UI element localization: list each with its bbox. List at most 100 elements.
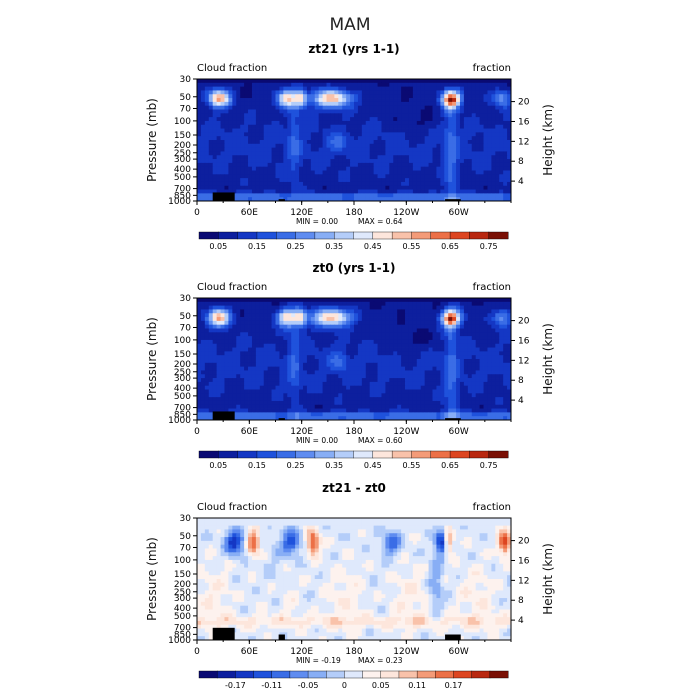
heatmap-cell <box>322 162 327 168</box>
heatmap-cell <box>373 313 378 318</box>
heatmap-cell <box>322 370 327 375</box>
max-value: MAX = 0.64 <box>358 217 403 226</box>
heatmap-cell <box>232 181 237 187</box>
heatmap-cell <box>314 366 320 371</box>
heatmap-cell <box>338 305 343 310</box>
heatmap-cell <box>381 170 386 175</box>
heatmap-cell <box>377 86 382 91</box>
heatmap-cell <box>436 381 441 387</box>
heatmap-cell <box>326 128 331 133</box>
heatmap-cell <box>204 105 210 110</box>
heatmap-cell <box>287 101 292 107</box>
heatmap-cell <box>232 336 237 341</box>
heatmap-cell <box>220 370 225 375</box>
heatmap-cell <box>259 162 265 168</box>
heatmap-cell <box>369 86 375 91</box>
heatmap-cell <box>204 94 210 99</box>
heatmap-cell <box>357 185 363 190</box>
heatmap-cell <box>499 128 504 133</box>
heatmap-cell <box>463 389 469 394</box>
heatmap-cell <box>405 147 410 152</box>
heatmap-cell <box>248 301 253 307</box>
heatmap-cell <box>459 362 465 368</box>
heatmap-cell <box>342 170 347 175</box>
heatmap-cell <box>275 79 280 84</box>
heatmap-cell <box>216 181 221 187</box>
heatmap-cell <box>338 170 343 175</box>
heatmap-cell <box>471 378 477 383</box>
heatmap-cell <box>381 400 386 406</box>
heatmap-cell <box>463 159 469 164</box>
heatmap-cell <box>228 113 233 118</box>
heatmap-cell <box>248 389 253 394</box>
heatmap-cell <box>216 105 221 110</box>
heatmap-cell <box>251 389 257 394</box>
heatmap-cell <box>255 320 261 326</box>
heatmap-cell <box>475 181 481 187</box>
heatmap-cell <box>197 381 202 387</box>
heatmap-cell <box>291 136 296 141</box>
heatmap-cell <box>444 189 449 194</box>
heatmap-cell <box>326 147 331 152</box>
heatmap-cell <box>499 101 504 107</box>
heatmap-cell <box>204 170 210 175</box>
heatmap-cell <box>275 305 280 310</box>
heatmap-cell <box>275 374 280 379</box>
heatmap-cell <box>220 101 225 107</box>
heatmap-cell <box>456 136 461 141</box>
heatmap-cell <box>287 124 292 129</box>
heatmap-cell <box>255 174 261 179</box>
heatmap-cell <box>279 328 284 333</box>
heatmap-cell <box>322 185 327 190</box>
heatmap-cell <box>232 339 237 345</box>
heatmap-cell <box>287 189 292 194</box>
heatmap-cell <box>302 309 308 314</box>
heatmap-cell <box>200 385 206 390</box>
heatmap-cell <box>405 170 410 175</box>
heatmap-cell <box>208 105 214 110</box>
heatmap-cell <box>424 317 429 322</box>
heatmap-cell <box>463 328 469 333</box>
heatmap-cell <box>436 155 441 160</box>
heatmap-cell <box>236 378 241 383</box>
heatmap-cell <box>479 117 484 122</box>
heatmap-cell <box>302 128 308 133</box>
heatmap-cell <box>377 124 382 129</box>
heatmap-cell <box>436 370 441 375</box>
heatmap-cell <box>338 320 343 326</box>
heatmap-cell <box>381 370 386 375</box>
heatmap-cell <box>322 339 327 345</box>
heatmap-cell <box>330 343 335 348</box>
heatmap-cell <box>232 378 237 383</box>
heatmap-cell <box>338 298 343 303</box>
heatmap-cell <box>236 313 241 318</box>
heatmap-cell <box>381 397 386 402</box>
heatmap-cell <box>287 162 292 168</box>
heatmap-cell <box>259 79 265 84</box>
heatmap-cell <box>444 393 449 398</box>
heatmap-cell <box>236 381 241 387</box>
heatmap-cell <box>224 313 229 318</box>
heatmap-cell <box>228 159 233 164</box>
heatmap-cell <box>318 366 324 371</box>
heatmap-cell <box>416 117 422 122</box>
heatmap-cell <box>448 339 453 345</box>
heatmap-cell <box>479 301 484 307</box>
heatmap-cell <box>279 174 284 179</box>
heatmap-cell <box>208 298 214 303</box>
heatmap-cell <box>495 159 500 164</box>
heatmap-cell <box>197 408 202 413</box>
heatmap-cell <box>224 166 229 171</box>
heatmap-cell <box>428 378 433 383</box>
heatmap-cell <box>405 120 410 126</box>
heatmap-cell <box>314 120 320 126</box>
heatmap-cell <box>306 178 312 183</box>
heatmap-cell <box>456 155 461 160</box>
heatmap-cell <box>208 324 214 329</box>
heatmap-cell <box>483 159 488 164</box>
heatmap-cell <box>385 378 390 383</box>
heatmap-cell <box>405 151 410 156</box>
heatmap-cell <box>412 313 418 318</box>
heatmap-cell <box>228 155 233 160</box>
heatmap-cell <box>463 98 469 103</box>
